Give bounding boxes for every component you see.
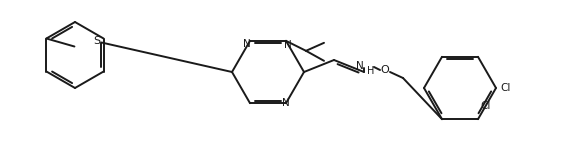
Text: N: N bbox=[282, 98, 290, 108]
Text: S: S bbox=[93, 35, 100, 45]
Text: Cl: Cl bbox=[480, 101, 490, 111]
Text: H: H bbox=[367, 66, 374, 76]
Text: N: N bbox=[356, 61, 364, 71]
Text: N: N bbox=[243, 39, 251, 49]
Text: N: N bbox=[284, 40, 292, 50]
Text: Cl: Cl bbox=[500, 83, 510, 93]
Text: O: O bbox=[381, 65, 389, 75]
